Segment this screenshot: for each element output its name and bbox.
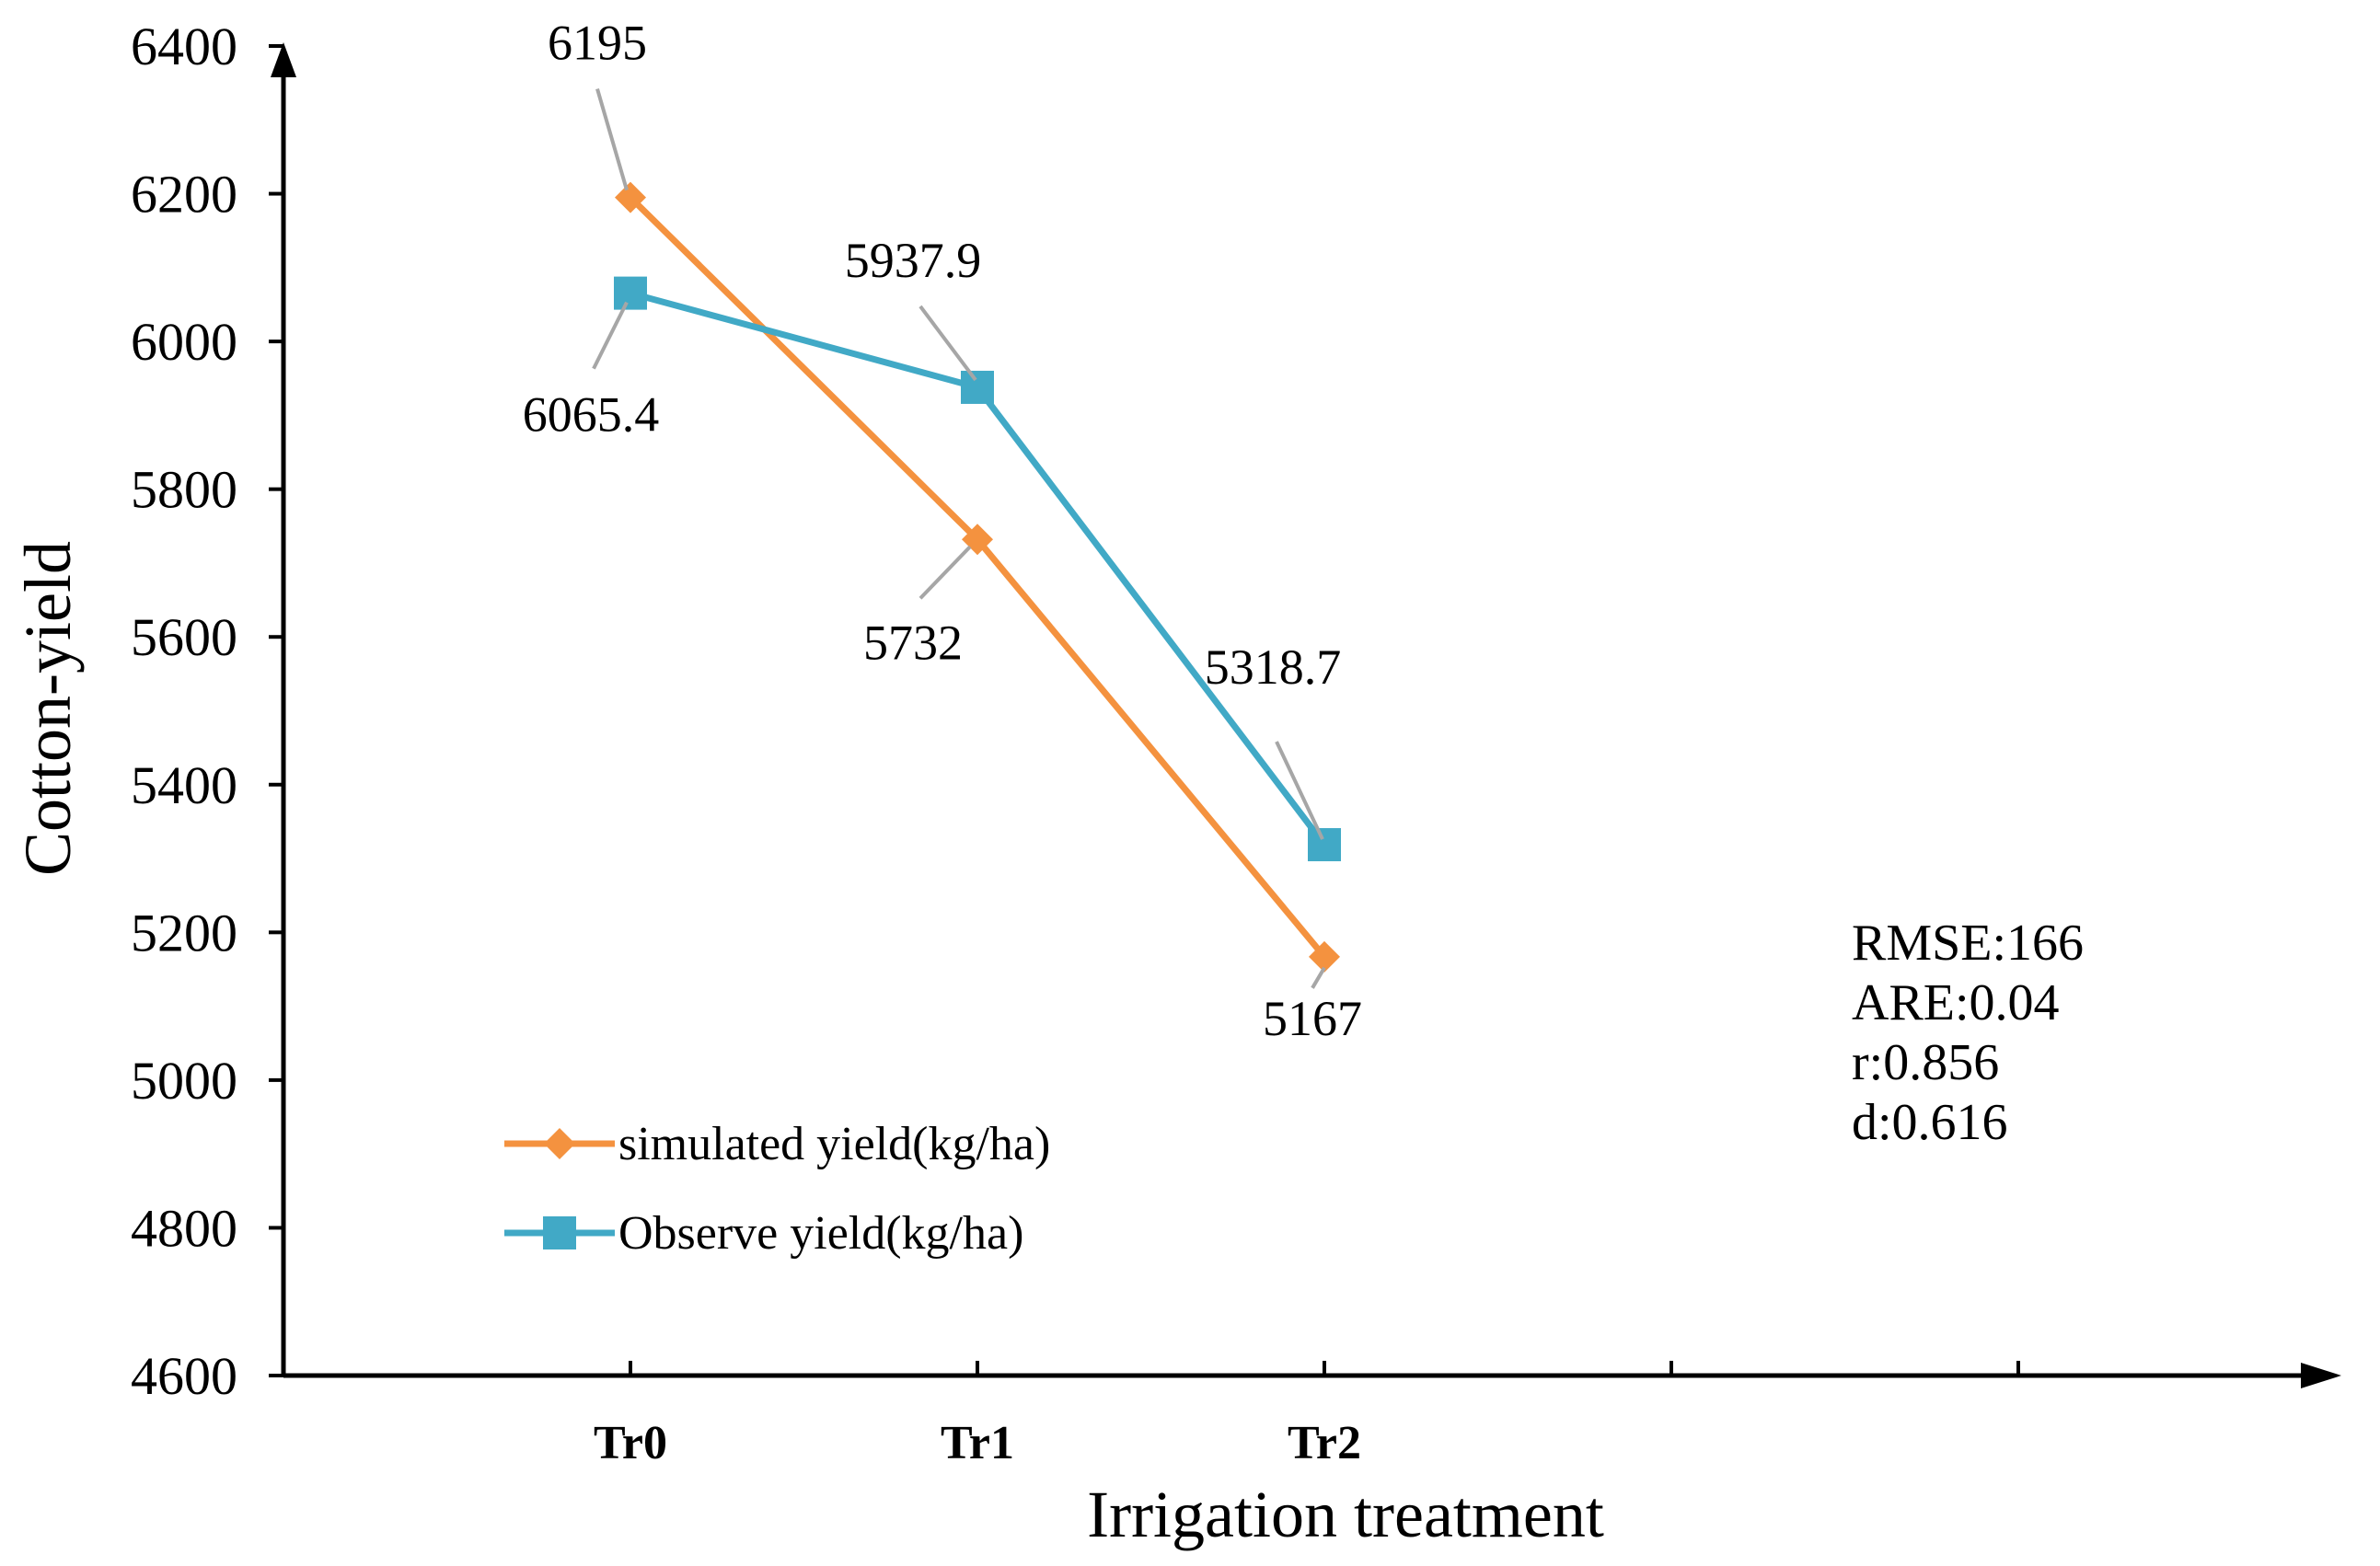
y-tick-label: 6000: [131, 312, 237, 372]
y-tick-label: 5800: [131, 460, 237, 520]
y-tick-label: 5600: [131, 607, 237, 667]
y-tick-label: 5200: [131, 903, 237, 962]
data-label-leader: [1275, 741, 1324, 840]
x-axis-ticks: Tr0 Tr1 Tr2: [594, 1361, 2020, 1469]
data-label: 5937.9: [845, 233, 982, 288]
series-line-simulated: [628, 195, 1327, 960]
stat-are: ARE:0.04: [1852, 974, 2060, 1031]
y-tick-label: 5000: [131, 1051, 237, 1111]
stat-r: r:0.856: [1852, 1034, 1999, 1091]
x-tick-label: Tr2: [1288, 1417, 1361, 1469]
data-label-leader: [1311, 966, 1326, 989]
data-label: 6195: [548, 16, 647, 71]
legend-label-simulated: simulated yield(kg/ha): [618, 1118, 1050, 1170]
data-label: 6065.4: [523, 387, 660, 443]
data-label: 5318.7: [1205, 639, 1342, 695]
point-marker-simulated: [1309, 940, 1340, 973]
legend-marker-observed: [543, 1216, 576, 1249]
data-label-leader: [595, 88, 629, 191]
y-axis-ticks: 4600 4800 5000 5200 5400 5600 5800 6000 6200 6400: [131, 17, 283, 1406]
y-tick-label: 6400: [131, 17, 237, 76]
stat-d: d:0.616: [1852, 1094, 2008, 1151]
legend-label-observed: Observe yield(kg/ha): [618, 1207, 1023, 1260]
series-layer: [614, 181, 1341, 973]
data-label: 5167: [1263, 991, 1362, 1046]
stat-rmse: RMSE:166: [1852, 915, 2084, 972]
point-marker-observed: [614, 276, 647, 310]
data-label-leader: [592, 301, 629, 370]
y-tick-label: 6200: [131, 165, 237, 225]
point-marker-observed: [1308, 828, 1341, 862]
data-label-leader: [918, 545, 972, 600]
axes: [271, 42, 2341, 1388]
data-labels: 6195 5732 5167 6065.4 5937.9 5318.7: [523, 16, 1362, 1046]
legend: simulated yield(kg/ha) Observe yield(kg/…: [504, 1118, 1050, 1260]
data-label: 5732: [863, 615, 963, 670]
x-axis-arrow: [2301, 1363, 2341, 1388]
data-label-leader: [918, 305, 977, 382]
legend-marker-simulated: [544, 1128, 575, 1159]
x-axis-title: Irrigation treatment: [1087, 1478, 1604, 1551]
y-axis-arrow: [271, 42, 296, 77]
y-tick-label: 5400: [131, 755, 237, 815]
y-tick-label: 4600: [131, 1346, 237, 1406]
x-tick-label: Tr1: [941, 1417, 1014, 1469]
statistics-box: RMSE:166 ARE:0.04 r:0.856 d:0.616: [1852, 915, 2084, 1151]
x-tick-label: Tr0: [594, 1417, 667, 1469]
y-tick-label: 4800: [131, 1198, 237, 1258]
point-marker-simulated: [615, 181, 646, 213]
y-axis-title: Cotton-yield: [11, 541, 85, 876]
point-marker-observed: [961, 370, 994, 404]
